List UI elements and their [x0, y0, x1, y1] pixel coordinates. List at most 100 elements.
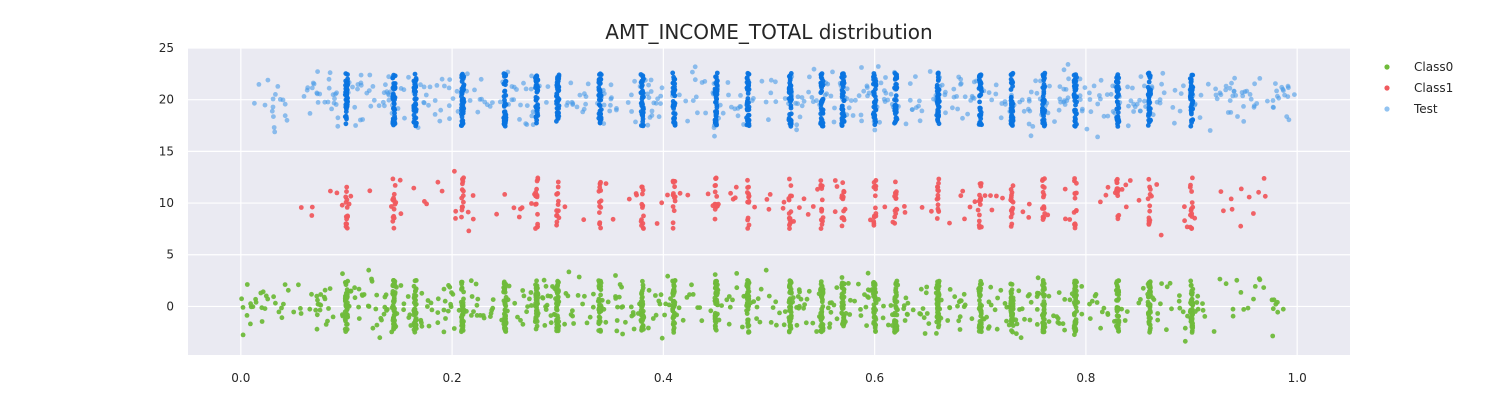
data-point [406, 74, 411, 80]
data-point [385, 91, 391, 96]
data-point [252, 100, 257, 106]
data-point [332, 96, 337, 102]
data-point [670, 306, 676, 312]
data-point [1087, 97, 1093, 102]
data-point [344, 106, 349, 112]
data-point [1159, 281, 1164, 286]
data-point [1230, 306, 1236, 312]
data-point [1057, 321, 1062, 326]
data-point [1270, 306, 1276, 312]
data-point [745, 117, 750, 123]
data-point [327, 286, 333, 291]
data-point [1074, 180, 1079, 186]
data-point [671, 106, 676, 111]
data-point [872, 305, 877, 311]
data-point [465, 209, 471, 215]
data-point [556, 289, 561, 294]
data-point [502, 301, 508, 306]
data-point [574, 104, 580, 110]
data-point [870, 111, 876, 117]
data-point [658, 93, 664, 99]
data-point [794, 122, 800, 128]
data-point [924, 311, 930, 316]
data-point [1240, 93, 1246, 99]
data-point [1275, 309, 1281, 315]
data-point [542, 323, 548, 328]
data-point [441, 286, 447, 292]
data-point [1052, 119, 1057, 124]
series-Class0 [239, 267, 1286, 344]
data-point [298, 306, 303, 311]
data-point [556, 106, 561, 111]
data-point [248, 301, 254, 307]
data-point [676, 305, 682, 311]
data-point [894, 299, 900, 305]
data-point [818, 178, 824, 184]
data-point [893, 326, 899, 332]
data-point [976, 218, 982, 224]
data-point [1020, 209, 1026, 215]
data-point [603, 319, 609, 325]
data-point [527, 296, 532, 302]
data-point [460, 181, 465, 187]
data-point [1008, 95, 1014, 101]
data-point [314, 91, 320, 97]
legend-marker-Class1 [1384, 85, 1390, 91]
data-point [240, 305, 246, 310]
data-point [988, 302, 994, 308]
data-point [640, 278, 645, 284]
data-point [597, 81, 603, 87]
data-point [502, 318, 507, 323]
data-point [641, 213, 646, 219]
data-point [315, 100, 321, 105]
data-point [770, 305, 776, 310]
data-point [1104, 92, 1110, 97]
data-point [645, 122, 651, 128]
data-point [521, 293, 527, 299]
data-point [909, 107, 915, 112]
data-point [1136, 300, 1142, 306]
data-point [978, 79, 983, 85]
data-point [540, 295, 546, 301]
data-point [746, 222, 752, 228]
data-point [755, 296, 761, 302]
data-point [977, 84, 983, 90]
data-point [1101, 113, 1107, 119]
data-point [466, 228, 472, 234]
data-point [459, 91, 465, 96]
data-point [1256, 189, 1261, 195]
data-point [766, 206, 772, 212]
data-point [695, 110, 700, 116]
data-point [729, 104, 734, 110]
data-point [343, 78, 349, 84]
data-point [447, 116, 452, 122]
data-point [841, 208, 846, 214]
data-point [882, 204, 888, 210]
data-point [1280, 306, 1286, 312]
data-point [570, 308, 575, 314]
data-point [977, 298, 982, 303]
data-point [832, 105, 837, 111]
data-point [919, 205, 925, 210]
data-point [1189, 330, 1195, 335]
data-point [285, 287, 291, 293]
data-point [713, 326, 718, 331]
data-point [565, 100, 571, 106]
data-point [639, 101, 645, 107]
data-point [957, 314, 963, 320]
data-point [814, 329, 819, 334]
data-point [620, 331, 625, 337]
data-point [281, 301, 286, 307]
data-point [1114, 190, 1120, 196]
data-point [421, 100, 427, 106]
data-point [271, 125, 277, 130]
data-point [533, 78, 539, 84]
data-point [1092, 293, 1098, 299]
data-point [343, 200, 349, 205]
data-point [903, 295, 909, 301]
y-tick-label: 5 [166, 248, 174, 262]
data-point [471, 309, 476, 314]
data-point [1140, 285, 1146, 291]
data-point [646, 287, 652, 293]
data-point [1033, 78, 1038, 84]
